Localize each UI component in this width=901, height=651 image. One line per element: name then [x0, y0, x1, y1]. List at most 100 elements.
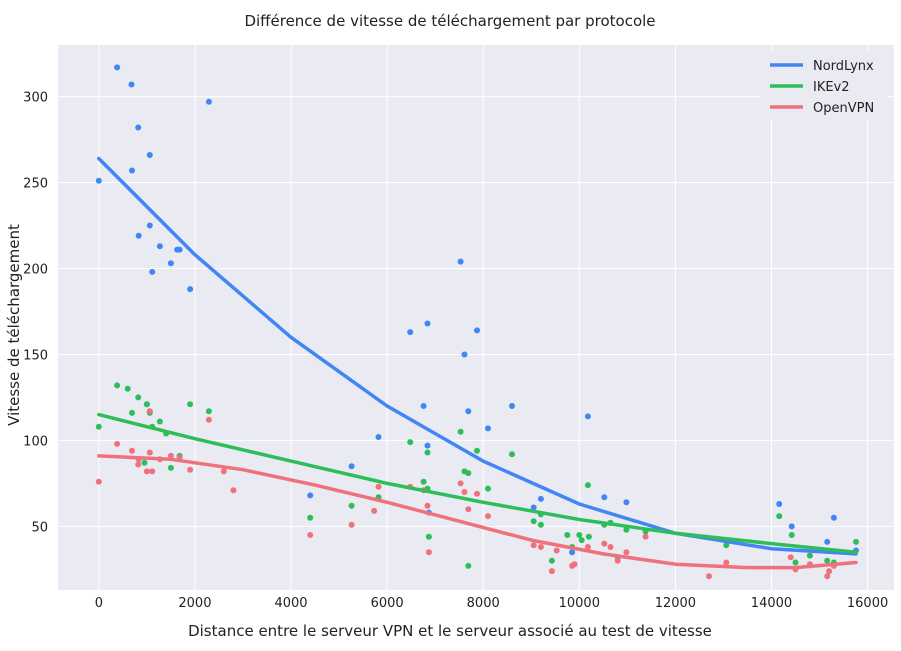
openvpn-point [537, 544, 544, 550]
openvpn-point [824, 573, 831, 580]
x-tick-label: 2000 [178, 596, 211, 611]
ikev2-point [167, 464, 174, 471]
nordlynx-point [530, 504, 537, 511]
ikev2-point [187, 401, 194, 408]
openvpn-point [485, 513, 491, 520]
ikev2-point [407, 439, 414, 446]
nordlynx-point [167, 260, 174, 267]
ikev2-point [509, 451, 515, 458]
nordlynx-point [424, 320, 431, 327]
ikev2-point [578, 537, 585, 544]
ikev2-point [457, 428, 464, 435]
nordlynx-point [149, 268, 156, 275]
legend-label-ikev2: IKEv2 [813, 80, 850, 95]
ikev2-point [792, 559, 799, 566]
ikev2-point [623, 526, 630, 533]
nordlynx-point [601, 494, 608, 501]
nordlynx-point [584, 413, 591, 420]
openvpn-point [167, 452, 174, 459]
openvpn-point [220, 468, 227, 475]
openvpn-point [584, 544, 591, 550]
openvpn-point [135, 461, 142, 468]
x-tick-label: 4000 [274, 596, 307, 611]
nordlynx-point [824, 538, 831, 545]
openvpn-point [614, 557, 621, 564]
openvpn-point [129, 447, 135, 454]
openvpn-point [348, 521, 355, 528]
ikev2-point [129, 409, 135, 416]
nordlynx-point [623, 499, 630, 506]
openvpn-point [548, 568, 555, 575]
nordlynx-point [146, 222, 153, 229]
ikev2-point [576, 532, 583, 538]
ikev2-point [485, 485, 491, 492]
openvpn-point [826, 568, 833, 575]
ikev2-point [124, 385, 131, 392]
ikev2-point [143, 401, 150, 408]
nordlynx-point [156, 243, 163, 250]
ikev2-point [425, 533, 432, 540]
openvpn-point [530, 542, 537, 549]
x-axis-ticks: 0 2000 4000 6000 8000 10000 12000 14000 16000 [95, 596, 889, 611]
x-axis-title: Distance entre le serveur VPN et le serv… [188, 622, 712, 640]
plot-area [58, 45, 894, 590]
x-tick-label: 14000 [751, 596, 792, 611]
nordlynx-point [307, 492, 314, 499]
openvpn-point [461, 489, 468, 495]
nordlynx-point [569, 549, 576, 556]
openvpn-point [706, 573, 712, 580]
x-tick-label: 12000 [655, 596, 696, 611]
y-tick-label: 200 [23, 263, 48, 278]
ikev2-point [424, 449, 431, 456]
nordlynx-point [95, 177, 102, 184]
ikev2-point [95, 423, 102, 430]
nordlynx-point [135, 124, 142, 131]
ikev2-point [465, 470, 472, 477]
y-axis-title: Vitesse de téléchargement [5, 224, 23, 426]
y-tick-label: 150 [23, 348, 48, 363]
nordlynx-point [176, 246, 183, 253]
openvpn-point [601, 540, 608, 547]
openvpn-point [425, 549, 432, 556]
openvpn-point [149, 468, 156, 475]
openvpn-point [230, 487, 237, 494]
ikev2-trend-line [97, 412, 858, 554]
nordlynx-point [474, 327, 480, 334]
nordlynx-point [187, 286, 194, 293]
y-axis-ticks: 50 100 150 200 250 300 [23, 91, 48, 536]
openvpn-point [553, 547, 560, 554]
openvpn-point [375, 483, 382, 490]
legend-label-openvpn: OpenVPN [813, 101, 874, 116]
nordlynx-point [457, 258, 464, 265]
nordlynx-point [537, 495, 544, 502]
ikev2-point [776, 513, 783, 520]
ikev2-point [307, 514, 314, 521]
legend-label-nordlynx: NordLynx [813, 59, 874, 74]
openvpn-point [143, 468, 150, 475]
nordlynx-point [420, 403, 427, 409]
nordlynx-point [485, 425, 491, 432]
ikev2-point [853, 538, 859, 545]
ikev2-point [824, 557, 831, 564]
ikev2-point [465, 562, 472, 569]
nordlynx-point [509, 403, 515, 409]
openvpn-point [146, 449, 153, 456]
nordlynx-point [129, 167, 135, 174]
x-tick-label: 10000 [559, 596, 600, 611]
openvpn-point [723, 559, 730, 566]
nordlynx-point [424, 442, 431, 449]
openvpn-point [114, 440, 121, 447]
openvpn-point [623, 549, 630, 556]
ikev2-point [564, 532, 571, 538]
openvpn-point [95, 478, 102, 485]
openvpn-point [205, 416, 212, 423]
ikev2-point [156, 418, 163, 425]
ikev2-point [723, 542, 730, 549]
openvpn-point [571, 561, 578, 568]
ikev2-point [135, 394, 142, 401]
nordlynx-trend-line [97, 156, 858, 556]
openvpn-point [787, 554, 794, 561]
trend-lines [97, 156, 858, 570]
nordlynx-point [788, 523, 795, 530]
